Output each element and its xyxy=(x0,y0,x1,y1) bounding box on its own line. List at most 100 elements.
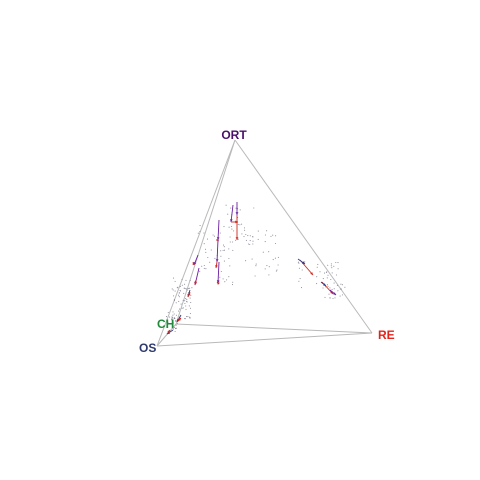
data-point xyxy=(173,317,176,320)
arrow-head xyxy=(235,237,239,240)
data-point xyxy=(326,277,328,279)
arrow-head xyxy=(192,262,196,265)
data-point xyxy=(181,284,183,286)
data-point xyxy=(245,260,247,262)
data-point xyxy=(264,234,267,236)
data-point xyxy=(335,274,338,276)
data-point xyxy=(264,268,266,270)
data-point xyxy=(326,284,329,286)
data-point xyxy=(190,294,192,297)
data-point xyxy=(224,281,226,283)
data-point xyxy=(249,235,251,237)
data-point xyxy=(255,263,257,265)
data-point xyxy=(178,296,180,298)
data-point xyxy=(191,287,193,289)
data-point xyxy=(223,246,225,248)
data-point xyxy=(230,225,233,228)
data-point xyxy=(337,268,339,270)
data-point xyxy=(204,248,207,250)
trajectory-segment xyxy=(230,204,234,223)
data-point xyxy=(323,272,326,274)
data-point xyxy=(172,277,175,279)
data-point xyxy=(223,260,225,262)
data-point xyxy=(329,287,331,289)
data-point xyxy=(229,236,231,238)
data-point xyxy=(209,261,211,263)
data-point xyxy=(189,317,191,319)
data-point xyxy=(231,228,233,230)
data-point xyxy=(210,249,212,251)
trajectory-segment xyxy=(216,239,219,263)
data-point xyxy=(222,278,224,280)
data-point xyxy=(249,240,251,242)
vertex-label-os: OS xyxy=(139,341,156,355)
data-point xyxy=(184,283,186,285)
arrow-head xyxy=(235,220,238,224)
trajectory-arrows xyxy=(166,202,337,335)
data-point xyxy=(199,230,201,233)
data-point xyxy=(227,213,229,215)
data-point xyxy=(319,271,321,273)
data-point xyxy=(330,265,332,267)
data-point xyxy=(189,279,191,281)
data-point xyxy=(186,289,188,291)
arrow-head xyxy=(194,280,197,283)
data-point xyxy=(212,234,214,236)
data-point xyxy=(189,297,191,299)
data-point xyxy=(181,307,183,309)
data-point xyxy=(339,288,341,290)
data-point xyxy=(277,264,279,266)
data-point xyxy=(330,278,332,281)
data-point xyxy=(223,249,226,251)
data-point xyxy=(220,255,222,257)
data-point xyxy=(327,285,329,287)
data-point xyxy=(330,263,332,265)
vertex-label-ch: CH xyxy=(157,317,174,331)
data-point xyxy=(174,290,176,292)
data-point xyxy=(243,227,246,229)
data-point xyxy=(328,293,330,295)
data-point xyxy=(172,311,174,313)
data-point xyxy=(185,287,187,290)
data-point xyxy=(335,261,337,264)
data-point xyxy=(175,324,177,326)
vertex-label-re: RE xyxy=(378,328,395,342)
data-point xyxy=(248,243,250,245)
data-point xyxy=(173,326,175,328)
data-point xyxy=(171,319,173,321)
data-point xyxy=(332,297,334,300)
data-point xyxy=(230,207,232,209)
vertex-label-ort: ORT xyxy=(221,128,247,142)
data-point xyxy=(175,302,177,304)
data-point xyxy=(274,242,277,245)
data-point xyxy=(341,294,343,296)
data-point xyxy=(254,275,256,277)
data-point xyxy=(186,301,188,303)
data-point xyxy=(344,286,346,288)
arrow-head xyxy=(333,292,336,295)
edge-os-re xyxy=(156,332,373,347)
arrow-head xyxy=(310,272,313,275)
data-point xyxy=(169,323,171,325)
data-point xyxy=(181,278,183,280)
data-point xyxy=(173,295,175,297)
data-point xyxy=(268,251,270,253)
trajectory-segment xyxy=(217,261,220,284)
data-point xyxy=(173,300,176,302)
data-point xyxy=(178,294,180,296)
data-point xyxy=(203,243,205,245)
data-point xyxy=(203,232,205,234)
data-point xyxy=(171,326,174,328)
data-point xyxy=(339,295,341,297)
data-point xyxy=(186,298,188,301)
data-point xyxy=(304,261,306,263)
data-point xyxy=(257,238,259,240)
data-point xyxy=(252,243,254,245)
data-point xyxy=(178,300,180,302)
data-point xyxy=(174,280,176,282)
data-point xyxy=(336,284,338,286)
data-point xyxy=(244,229,246,231)
data-point xyxy=(253,207,255,209)
data-point xyxy=(229,265,231,267)
